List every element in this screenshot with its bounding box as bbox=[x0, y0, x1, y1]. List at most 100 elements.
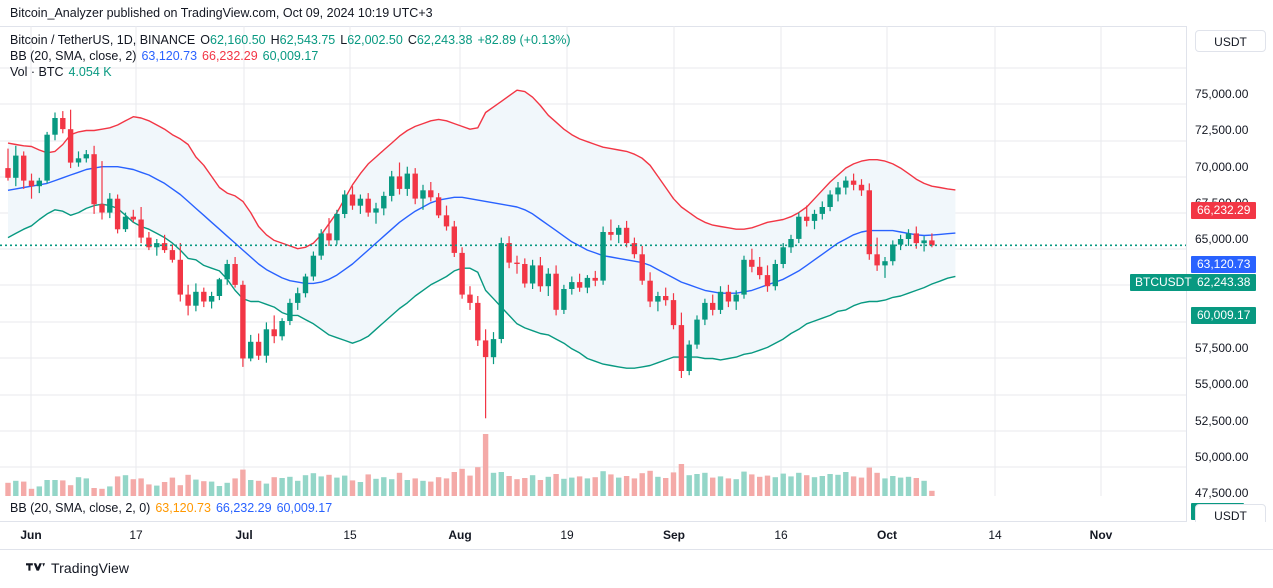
volume-bar bbox=[154, 485, 160, 496]
ticker-tag: BTCUSDT bbox=[1130, 274, 1197, 291]
chart-plot-area[interactable] bbox=[0, 26, 1186, 496]
candle-body bbox=[240, 284, 246, 359]
candle-body bbox=[678, 325, 685, 371]
candle-body bbox=[835, 187, 841, 195]
candle-body bbox=[608, 232, 614, 235]
price-axis-tick: 52,500.00 bbox=[1195, 414, 1249, 428]
legend-bb-bottom-upper: 66,232.29 bbox=[215, 501, 272, 515]
legend-close-label: C bbox=[407, 33, 417, 47]
candle-body bbox=[381, 195, 387, 209]
volume-bar bbox=[749, 474, 755, 496]
volume-bar bbox=[694, 474, 700, 496]
candle-body bbox=[412, 173, 418, 199]
volume-bar bbox=[13, 480, 19, 496]
volume-bar bbox=[459, 468, 465, 496]
candle-body bbox=[663, 296, 669, 301]
candle-body bbox=[780, 247, 786, 264]
candle-body bbox=[561, 289, 567, 310]
volume-bar bbox=[404, 480, 410, 496]
legend-bb-row[interactable]: BB (20, SMA, close, 2) 63,120.73 66,232.29… bbox=[10, 48, 571, 64]
candle-body bbox=[365, 198, 371, 213]
volume-bar bbox=[584, 478, 591, 496]
volume-bar bbox=[287, 476, 293, 496]
price-axis-unit-top[interactable]: USDT bbox=[1195, 30, 1266, 52]
legend-bb-basis: 63,120.73 bbox=[141, 49, 198, 63]
volume-bar bbox=[835, 474, 841, 496]
candle-body bbox=[764, 275, 771, 287]
volume-pane-legend[interactable]: BB (20, SMA, close, 2, 0) 63,120.73 66,232… bbox=[10, 500, 332, 516]
candle-body bbox=[498, 243, 504, 339]
volume-bar bbox=[52, 480, 58, 496]
legend-high-label: H bbox=[270, 33, 280, 47]
time-axis-tick: Aug bbox=[448, 528, 472, 542]
volume-bar bbox=[177, 485, 183, 496]
candle-body bbox=[741, 259, 747, 295]
candle-body bbox=[866, 190, 872, 255]
candle-body bbox=[451, 226, 457, 253]
volume-bar bbox=[255, 480, 262, 496]
time-axis[interactable]: Jun 17 Jul 15 Aug 19 Sep 16 Oct 14 Nov bbox=[0, 522, 1273, 550]
volume-bar bbox=[850, 476, 857, 496]
candle-body bbox=[757, 266, 763, 276]
candle-body bbox=[99, 204, 105, 213]
candle-body bbox=[107, 198, 113, 213]
volume-bar bbox=[475, 467, 481, 496]
volume-bar bbox=[522, 478, 528, 496]
candle-body bbox=[216, 279, 223, 296]
candle-body bbox=[576, 282, 583, 288]
volume-bar bbox=[36, 486, 42, 496]
volume-bar bbox=[686, 475, 692, 496]
legend-symbol-row[interactable]: Bitcoin / TetherUS, 1D, BINANCE O62,160.5… bbox=[10, 32, 571, 48]
volume-bar bbox=[490, 472, 497, 496]
price-axis[interactable]: USDT 75,000.0072,500.0070,000.0067,500.0… bbox=[1186, 26, 1273, 526]
candle-body bbox=[263, 329, 270, 356]
candle-body bbox=[279, 321, 285, 337]
volume-bar bbox=[381, 477, 387, 496]
bb-basis-badge: 63,120.73 bbox=[1191, 256, 1257, 273]
volume-bar bbox=[514, 479, 520, 496]
price-axis-tick: 65,000.00 bbox=[1195, 232, 1249, 246]
candle-body bbox=[208, 296, 215, 302]
candle-body bbox=[890, 244, 896, 262]
legend-symbol: Bitcoin / TetherUS, 1D, BINANCE bbox=[10, 33, 196, 47]
volume-bar bbox=[647, 470, 653, 496]
volume-bar bbox=[334, 477, 340, 496]
volume-bar bbox=[913, 478, 919, 496]
candle-body bbox=[52, 118, 58, 135]
volume-bar bbox=[75, 477, 82, 496]
volume-bar bbox=[224, 482, 230, 496]
candle-body bbox=[114, 198, 121, 230]
volume-bar bbox=[569, 477, 575, 496]
volume-bar bbox=[318, 476, 324, 496]
time-axis-tick: Oct bbox=[876, 528, 898, 542]
volume-bar bbox=[811, 477, 818, 496]
volume-bar bbox=[741, 471, 747, 496]
candle-body bbox=[514, 262, 520, 264]
legend-volume-row[interactable]: Vol · BTC 4.054 K bbox=[10, 64, 571, 80]
candle-body bbox=[146, 237, 152, 248]
volume-bar bbox=[412, 478, 418, 496]
volume-bar bbox=[804, 475, 810, 496]
volume-bar bbox=[905, 476, 912, 496]
candle-body bbox=[326, 233, 332, 241]
candle-body bbox=[475, 302, 481, 341]
candle-body bbox=[882, 261, 888, 266]
legend-bb-bottom-lower: 60,009.17 bbox=[276, 501, 333, 515]
volume-bar bbox=[897, 477, 904, 496]
volume-bar bbox=[772, 477, 778, 496]
candle-body bbox=[490, 339, 497, 358]
legend-open-value: 62,160.50 bbox=[210, 33, 266, 47]
candle-body bbox=[545, 273, 551, 287]
volume-bar bbox=[882, 478, 888, 496]
candle-body bbox=[28, 180, 35, 187]
candle-body bbox=[467, 294, 473, 303]
volume-bar bbox=[866, 467, 872, 496]
volume-bar bbox=[702, 472, 708, 496]
candle-body bbox=[310, 255, 317, 277]
volume-bar bbox=[107, 486, 113, 496]
candle-body bbox=[569, 282, 575, 289]
volume-bar bbox=[302, 475, 309, 496]
bb-upper-badge: 66,232.29 bbox=[1191, 202, 1257, 219]
candle-body bbox=[686, 344, 692, 371]
